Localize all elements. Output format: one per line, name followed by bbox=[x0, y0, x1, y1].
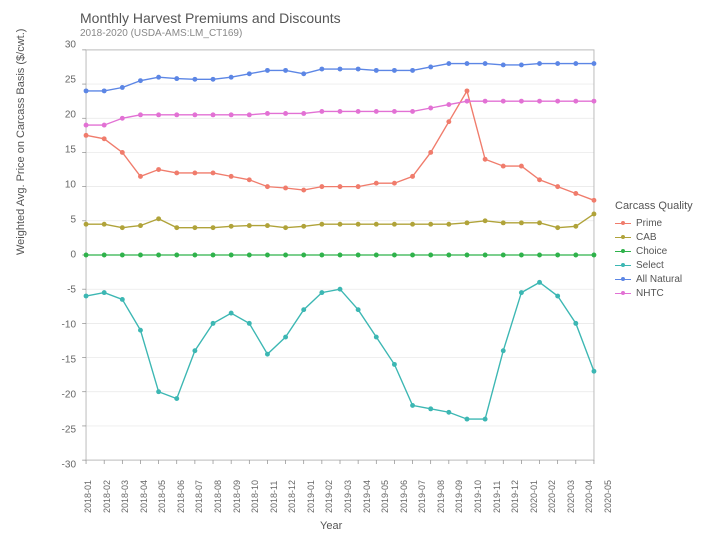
x-tick-label: 2020-04 bbox=[584, 480, 594, 513]
legend: Carcass Quality Prime CAB Choice Select All … bbox=[615, 200, 693, 302]
legend-item: NHTC bbox=[615, 288, 693, 299]
x-tick-label: 2020-02 bbox=[547, 480, 557, 513]
x-tick-label: 2018-11 bbox=[269, 481, 279, 513]
x-tick-label: 2019-08 bbox=[436, 480, 446, 513]
x-tick-label: 2019-02 bbox=[324, 480, 334, 513]
y-tick-label: -10 bbox=[46, 320, 76, 331]
x-tick-label: 2019-12 bbox=[510, 480, 520, 513]
x-tick-label: 2019-11 bbox=[492, 481, 502, 513]
legend-item: Prime bbox=[615, 218, 693, 229]
y-tick-label: 30 bbox=[46, 40, 76, 51]
x-tick-label: 2018-06 bbox=[176, 480, 186, 513]
x-tick-label: 2019-06 bbox=[399, 480, 409, 513]
x-tick-label: 2018-07 bbox=[194, 480, 204, 513]
legend-swatch-icon bbox=[615, 265, 631, 266]
legend-item: Select bbox=[615, 260, 693, 271]
y-tick-label: 5 bbox=[46, 215, 76, 226]
x-tick-label: 2019-05 bbox=[380, 480, 390, 513]
x-tick-label: 2018-10 bbox=[250, 480, 260, 513]
x-tick-label: 2018-03 bbox=[120, 480, 130, 513]
legend-label: Select bbox=[636, 260, 664, 271]
y-tick-label: -30 bbox=[46, 460, 76, 471]
legend-swatch-icon bbox=[615, 279, 631, 280]
x-tick-label: 2018-04 bbox=[139, 480, 149, 513]
legend-label: NHTC bbox=[636, 288, 664, 299]
chart-subtitle: 2018-2020 (USDA-AMS:LM_CT169) bbox=[80, 28, 242, 39]
chart-container: Monthly Harvest Premiums and Discounts 2… bbox=[0, 0, 720, 544]
legend-swatch-icon bbox=[615, 293, 631, 294]
chart-plot-area bbox=[80, 45, 600, 465]
y-tick-label: 25 bbox=[46, 75, 76, 86]
chart-title: Monthly Harvest Premiums and Discounts bbox=[80, 10, 341, 26]
x-tick-label: 2018-05 bbox=[157, 480, 167, 513]
y-tick-label: -5 bbox=[46, 285, 76, 296]
x-tick-label: 2018-01 bbox=[83, 480, 93, 513]
x-tick-label: 2020-01 bbox=[529, 480, 539, 513]
legend-item: All Natural bbox=[615, 274, 693, 285]
x-tick-label: 2019-04 bbox=[362, 480, 372, 513]
x-tick-label: 2018-12 bbox=[287, 480, 297, 513]
x-tick-label: 2020-05 bbox=[603, 480, 613, 513]
y-axis-label: Weighted Avg. Price on Carcass Basis ($/… bbox=[15, 29, 27, 255]
x-axis-label: Year bbox=[320, 520, 342, 532]
x-tick-label: 2019-09 bbox=[454, 480, 464, 513]
legend-label: CAB bbox=[636, 232, 657, 243]
legend-swatch-icon bbox=[615, 237, 631, 238]
legend-item: Choice bbox=[615, 246, 693, 257]
legend-label: Prime bbox=[636, 218, 662, 229]
x-tick-label: 2018-09 bbox=[232, 480, 242, 513]
legend-swatch-icon bbox=[615, 251, 631, 252]
y-tick-label: 20 bbox=[46, 110, 76, 121]
y-tick-label: -25 bbox=[46, 425, 76, 436]
legend-label: Choice bbox=[636, 246, 667, 257]
legend-title: Carcass Quality bbox=[615, 200, 693, 212]
y-tick-label: -20 bbox=[46, 390, 76, 401]
x-tick-label: 2019-01 bbox=[306, 480, 316, 513]
x-tick-label: 2019-10 bbox=[473, 480, 483, 513]
y-tick-label: 15 bbox=[46, 145, 76, 156]
x-tick-label: 2018-08 bbox=[213, 480, 223, 513]
y-tick-label: 0 bbox=[46, 250, 76, 261]
x-tick-label: 2019-03 bbox=[343, 480, 353, 513]
legend-item: CAB bbox=[615, 232, 693, 243]
legend-swatch-icon bbox=[615, 223, 631, 224]
x-tick-label: 2018-02 bbox=[102, 480, 112, 513]
y-tick-label: 10 bbox=[46, 180, 76, 191]
x-tick-label: 2019-07 bbox=[417, 480, 427, 513]
x-tick-label: 2020-03 bbox=[566, 480, 576, 513]
y-tick-label: -15 bbox=[46, 355, 76, 366]
legend-label: All Natural bbox=[636, 274, 682, 285]
